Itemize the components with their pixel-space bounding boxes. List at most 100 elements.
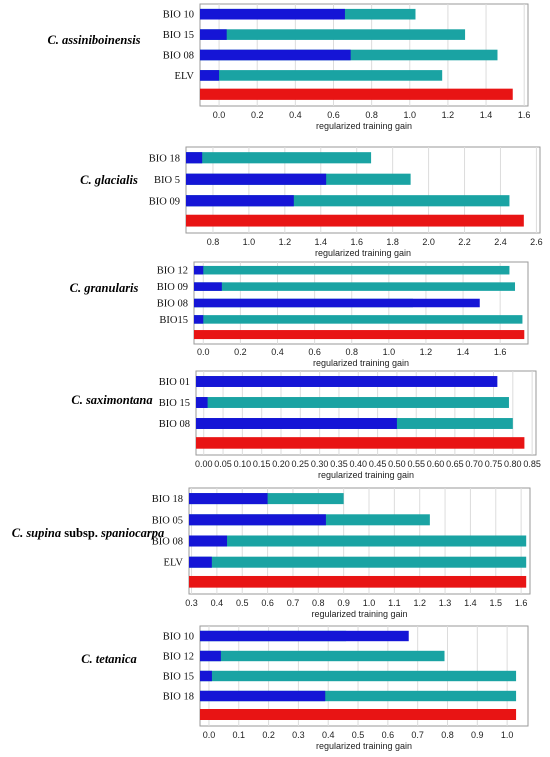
bar-without-variable bbox=[189, 556, 527, 568]
x-tick-label: 0.9 bbox=[337, 598, 350, 608]
category-label: ELV bbox=[175, 71, 195, 82]
x-tick-label: 0.0 bbox=[203, 730, 216, 740]
x-tick-label: 0.45 bbox=[369, 459, 387, 469]
bar-with-only-variable bbox=[196, 418, 397, 429]
bar-without-variable bbox=[186, 195, 510, 207]
bar-without-variable bbox=[200, 690, 517, 702]
bar-with-only-variable bbox=[200, 49, 351, 61]
bar-all-variables bbox=[189, 575, 527, 588]
chart-panel-5: 0.3 0.4 0.5 0.6 0.7 0.8 0.9 1.0 1.1 1.2 1.3 1.4 1.5 1… bbox=[12, 487, 531, 619]
x-tick-label: 2.6 bbox=[530, 237, 543, 247]
bar-with-only-variable bbox=[194, 315, 204, 324]
bar-with-only-variable bbox=[200, 630, 409, 642]
x-tick-label: 1.0 bbox=[404, 110, 417, 120]
x-tick-label: 0.1 bbox=[233, 730, 246, 740]
category-label: BIO 18 bbox=[152, 494, 183, 505]
bar-without-variable bbox=[189, 535, 527, 547]
bar-with-only-variable bbox=[200, 8, 345, 20]
x-tick-label: 0.70 bbox=[465, 459, 483, 469]
category-label: BIO 10 bbox=[163, 10, 194, 21]
category-label: BIO 15 bbox=[163, 672, 194, 683]
x-tick-label: 1.0 bbox=[363, 598, 376, 608]
chart-panel-3: 0.0 0.2 0.4 0.6 0.8 1.0 1.2 1.4 1.6 regularized t… bbox=[70, 261, 529, 368]
bar-without-variable bbox=[196, 397, 509, 408]
x-tick-label: 1.2 bbox=[413, 598, 426, 608]
bar-with-only-variable bbox=[200, 70, 220, 81]
category-label: BIO15 bbox=[159, 315, 188, 326]
bar-with-only-variable bbox=[196, 397, 208, 408]
species-title: C. granularis bbox=[70, 281, 139, 295]
bar-without-variable bbox=[200, 650, 445, 662]
x-tick-label: 0.8 bbox=[345, 347, 358, 357]
category-label: BIO 09 bbox=[149, 196, 180, 207]
species-title: C. tetanica bbox=[81, 652, 137, 666]
category-label: BIO 18 bbox=[149, 153, 180, 164]
category-label: BIO 08 bbox=[163, 51, 194, 62]
x-tick-label: 0.4 bbox=[271, 347, 284, 357]
chart-panel-2: 0.8 1.0 1.2 1.4 1.6 1.8 2.0 2.2 2.4 2.6 regularize… bbox=[80, 146, 543, 258]
x-tick-label: 1.1 bbox=[388, 598, 401, 608]
x-tick-label: 0.3 bbox=[292, 730, 305, 740]
x-tick-label: 0.6 bbox=[308, 347, 321, 357]
bar-with-only-variable bbox=[186, 173, 327, 185]
category-label: BIO 5 bbox=[154, 175, 180, 186]
x-tick-label: 0.2 bbox=[262, 730, 275, 740]
bar-all-variables bbox=[196, 437, 525, 449]
x-axis-label: regularized training gain bbox=[315, 248, 411, 258]
category-label: BIO 01 bbox=[159, 377, 190, 388]
category-label: BIO 08 bbox=[157, 299, 188, 310]
x-tick-label: 1.4 bbox=[464, 598, 477, 608]
x-tick-label: 0.50 bbox=[388, 459, 406, 469]
x-tick-label: 1.4 bbox=[457, 347, 470, 357]
bar-with-only-variable bbox=[189, 493, 268, 505]
bar-without-variable bbox=[200, 29, 466, 40]
x-tick-label: 1.6 bbox=[515, 598, 528, 608]
category-label: BIO 15 bbox=[163, 30, 194, 41]
bar-with-only-variable bbox=[194, 298, 480, 308]
bar-without-variable bbox=[194, 315, 523, 324]
x-tick-label: 0.9 bbox=[471, 730, 484, 740]
x-tick-label: 1.6 bbox=[350, 237, 363, 247]
bar-without-variable bbox=[200, 670, 517, 682]
x-tick-label: 0.6 bbox=[261, 598, 274, 608]
x-tick-label: 0.8 bbox=[312, 598, 325, 608]
x-tick-label: 1.2 bbox=[420, 347, 433, 357]
x-tick-label: 0.25 bbox=[292, 459, 310, 469]
bar-with-only-variable bbox=[200, 29, 227, 40]
x-tick-label: 0.80 bbox=[504, 459, 522, 469]
bar-with-only-variable bbox=[194, 265, 204, 275]
category-label: BIO 08 bbox=[159, 419, 190, 430]
x-tick-label: 0.0 bbox=[197, 347, 210, 357]
bar-with-only-variable bbox=[196, 376, 498, 387]
x-tick-label: 1.4 bbox=[315, 237, 328, 247]
x-tick-label: 1.6 bbox=[518, 110, 531, 120]
x-axis-label: regularized training gain bbox=[316, 121, 412, 131]
category-label: BIO 15 bbox=[159, 398, 190, 409]
x-tick-label: 0.8 bbox=[207, 237, 220, 247]
x-tick-label: 0.4 bbox=[322, 730, 335, 740]
x-tick-label: 1.2 bbox=[442, 110, 455, 120]
bar-all-variables bbox=[186, 214, 524, 227]
bar-with-only-variable bbox=[189, 535, 228, 547]
x-tick-label: 1.6 bbox=[494, 347, 507, 357]
bar-without-variable bbox=[186, 152, 372, 164]
x-tick-label: 1.5 bbox=[490, 598, 503, 608]
bar-with-only-variable bbox=[186, 195, 294, 207]
x-axis-label: regularized training gain bbox=[313, 358, 409, 368]
x-tick-label: 1.3 bbox=[439, 598, 452, 608]
x-tick-label: 0.2 bbox=[234, 347, 247, 357]
x-tick-label: 0.4 bbox=[211, 598, 224, 608]
category-label: BIO 12 bbox=[163, 652, 194, 663]
x-tick-label: 0.60 bbox=[427, 459, 445, 469]
x-tick-label: 0.4 bbox=[289, 110, 302, 120]
x-tick-label: 1.0 bbox=[383, 347, 396, 357]
x-tick-label: 2.4 bbox=[494, 237, 507, 247]
x-tick-label: 0.7 bbox=[411, 730, 424, 740]
bar-without-variable bbox=[200, 70, 443, 81]
chart-panel-6: 0.0 0.1 0.2 0.3 0.4 0.5 0.6 0.7 0.8 0.9 1.0 regular… bbox=[81, 625, 529, 751]
x-tick-label: 0.8 bbox=[441, 730, 454, 740]
bar-with-only-variable bbox=[186, 152, 203, 164]
chart-panel-4: 0.00 0.05 0.10 0.15 0.20 0.25 0.30 0.35 0.40 0.45… bbox=[71, 370, 541, 480]
category-label: ELV bbox=[164, 558, 184, 569]
